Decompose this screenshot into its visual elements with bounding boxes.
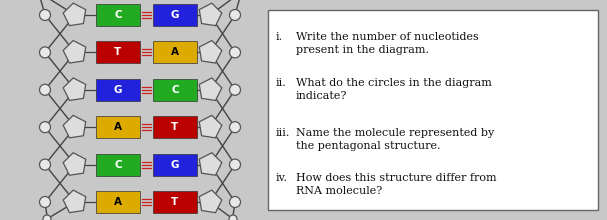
Polygon shape — [63, 3, 86, 26]
FancyBboxPatch shape — [96, 154, 140, 176]
Text: Name the molecule represented by: Name the molecule represented by — [296, 128, 494, 138]
Text: iii.: iii. — [276, 128, 290, 138]
Polygon shape — [199, 153, 222, 175]
Circle shape — [39, 9, 50, 20]
Text: indicate?: indicate? — [296, 91, 347, 101]
Circle shape — [229, 47, 240, 58]
Text: C: C — [114, 160, 122, 170]
Text: RNA molecule?: RNA molecule? — [296, 186, 382, 196]
Text: C: C — [171, 85, 179, 95]
FancyBboxPatch shape — [96, 79, 140, 101]
Polygon shape — [63, 78, 86, 101]
Circle shape — [229, 84, 240, 95]
Circle shape — [39, 122, 50, 133]
Circle shape — [229, 159, 240, 170]
Text: C: C — [114, 10, 122, 20]
Text: G: G — [114, 85, 122, 95]
Text: A: A — [114, 197, 122, 207]
FancyBboxPatch shape — [153, 4, 197, 26]
Circle shape — [229, 9, 240, 20]
Text: T: T — [114, 47, 121, 57]
Polygon shape — [63, 115, 86, 138]
Text: How does this structure differ from: How does this structure differ from — [296, 173, 497, 183]
Circle shape — [229, 196, 240, 207]
Text: G: G — [171, 160, 179, 170]
Circle shape — [229, 122, 240, 133]
Polygon shape — [63, 153, 86, 175]
FancyBboxPatch shape — [96, 4, 140, 26]
FancyBboxPatch shape — [153, 191, 197, 213]
Circle shape — [229, 215, 237, 220]
Polygon shape — [63, 40, 86, 63]
Polygon shape — [199, 3, 222, 26]
Text: present in the diagram.: present in the diagram. — [296, 45, 429, 55]
Text: iv.: iv. — [276, 173, 288, 183]
Polygon shape — [63, 190, 86, 213]
Polygon shape — [199, 40, 222, 63]
FancyBboxPatch shape — [153, 154, 197, 176]
Text: T: T — [171, 122, 178, 132]
Circle shape — [39, 159, 50, 170]
Circle shape — [39, 84, 50, 95]
Polygon shape — [199, 190, 222, 213]
Text: T: T — [171, 197, 178, 207]
Text: G: G — [171, 10, 179, 20]
Text: A: A — [114, 122, 122, 132]
FancyBboxPatch shape — [153, 116, 197, 138]
Polygon shape — [199, 78, 222, 101]
FancyBboxPatch shape — [153, 79, 197, 101]
FancyBboxPatch shape — [268, 10, 598, 210]
Text: A: A — [171, 47, 179, 57]
FancyBboxPatch shape — [153, 41, 197, 63]
FancyBboxPatch shape — [96, 116, 140, 138]
Text: Write the number of nucleotides: Write the number of nucleotides — [296, 32, 479, 42]
Text: the pentagonal structure.: the pentagonal structure. — [296, 141, 441, 151]
Polygon shape — [199, 115, 222, 138]
FancyBboxPatch shape — [96, 41, 140, 63]
FancyBboxPatch shape — [96, 191, 140, 213]
Text: What do the circles in the diagram: What do the circles in the diagram — [296, 78, 492, 88]
Text: i.: i. — [276, 32, 283, 42]
Text: ii.: ii. — [276, 78, 287, 88]
Circle shape — [43, 215, 51, 220]
Circle shape — [39, 47, 50, 58]
Circle shape — [39, 196, 50, 207]
